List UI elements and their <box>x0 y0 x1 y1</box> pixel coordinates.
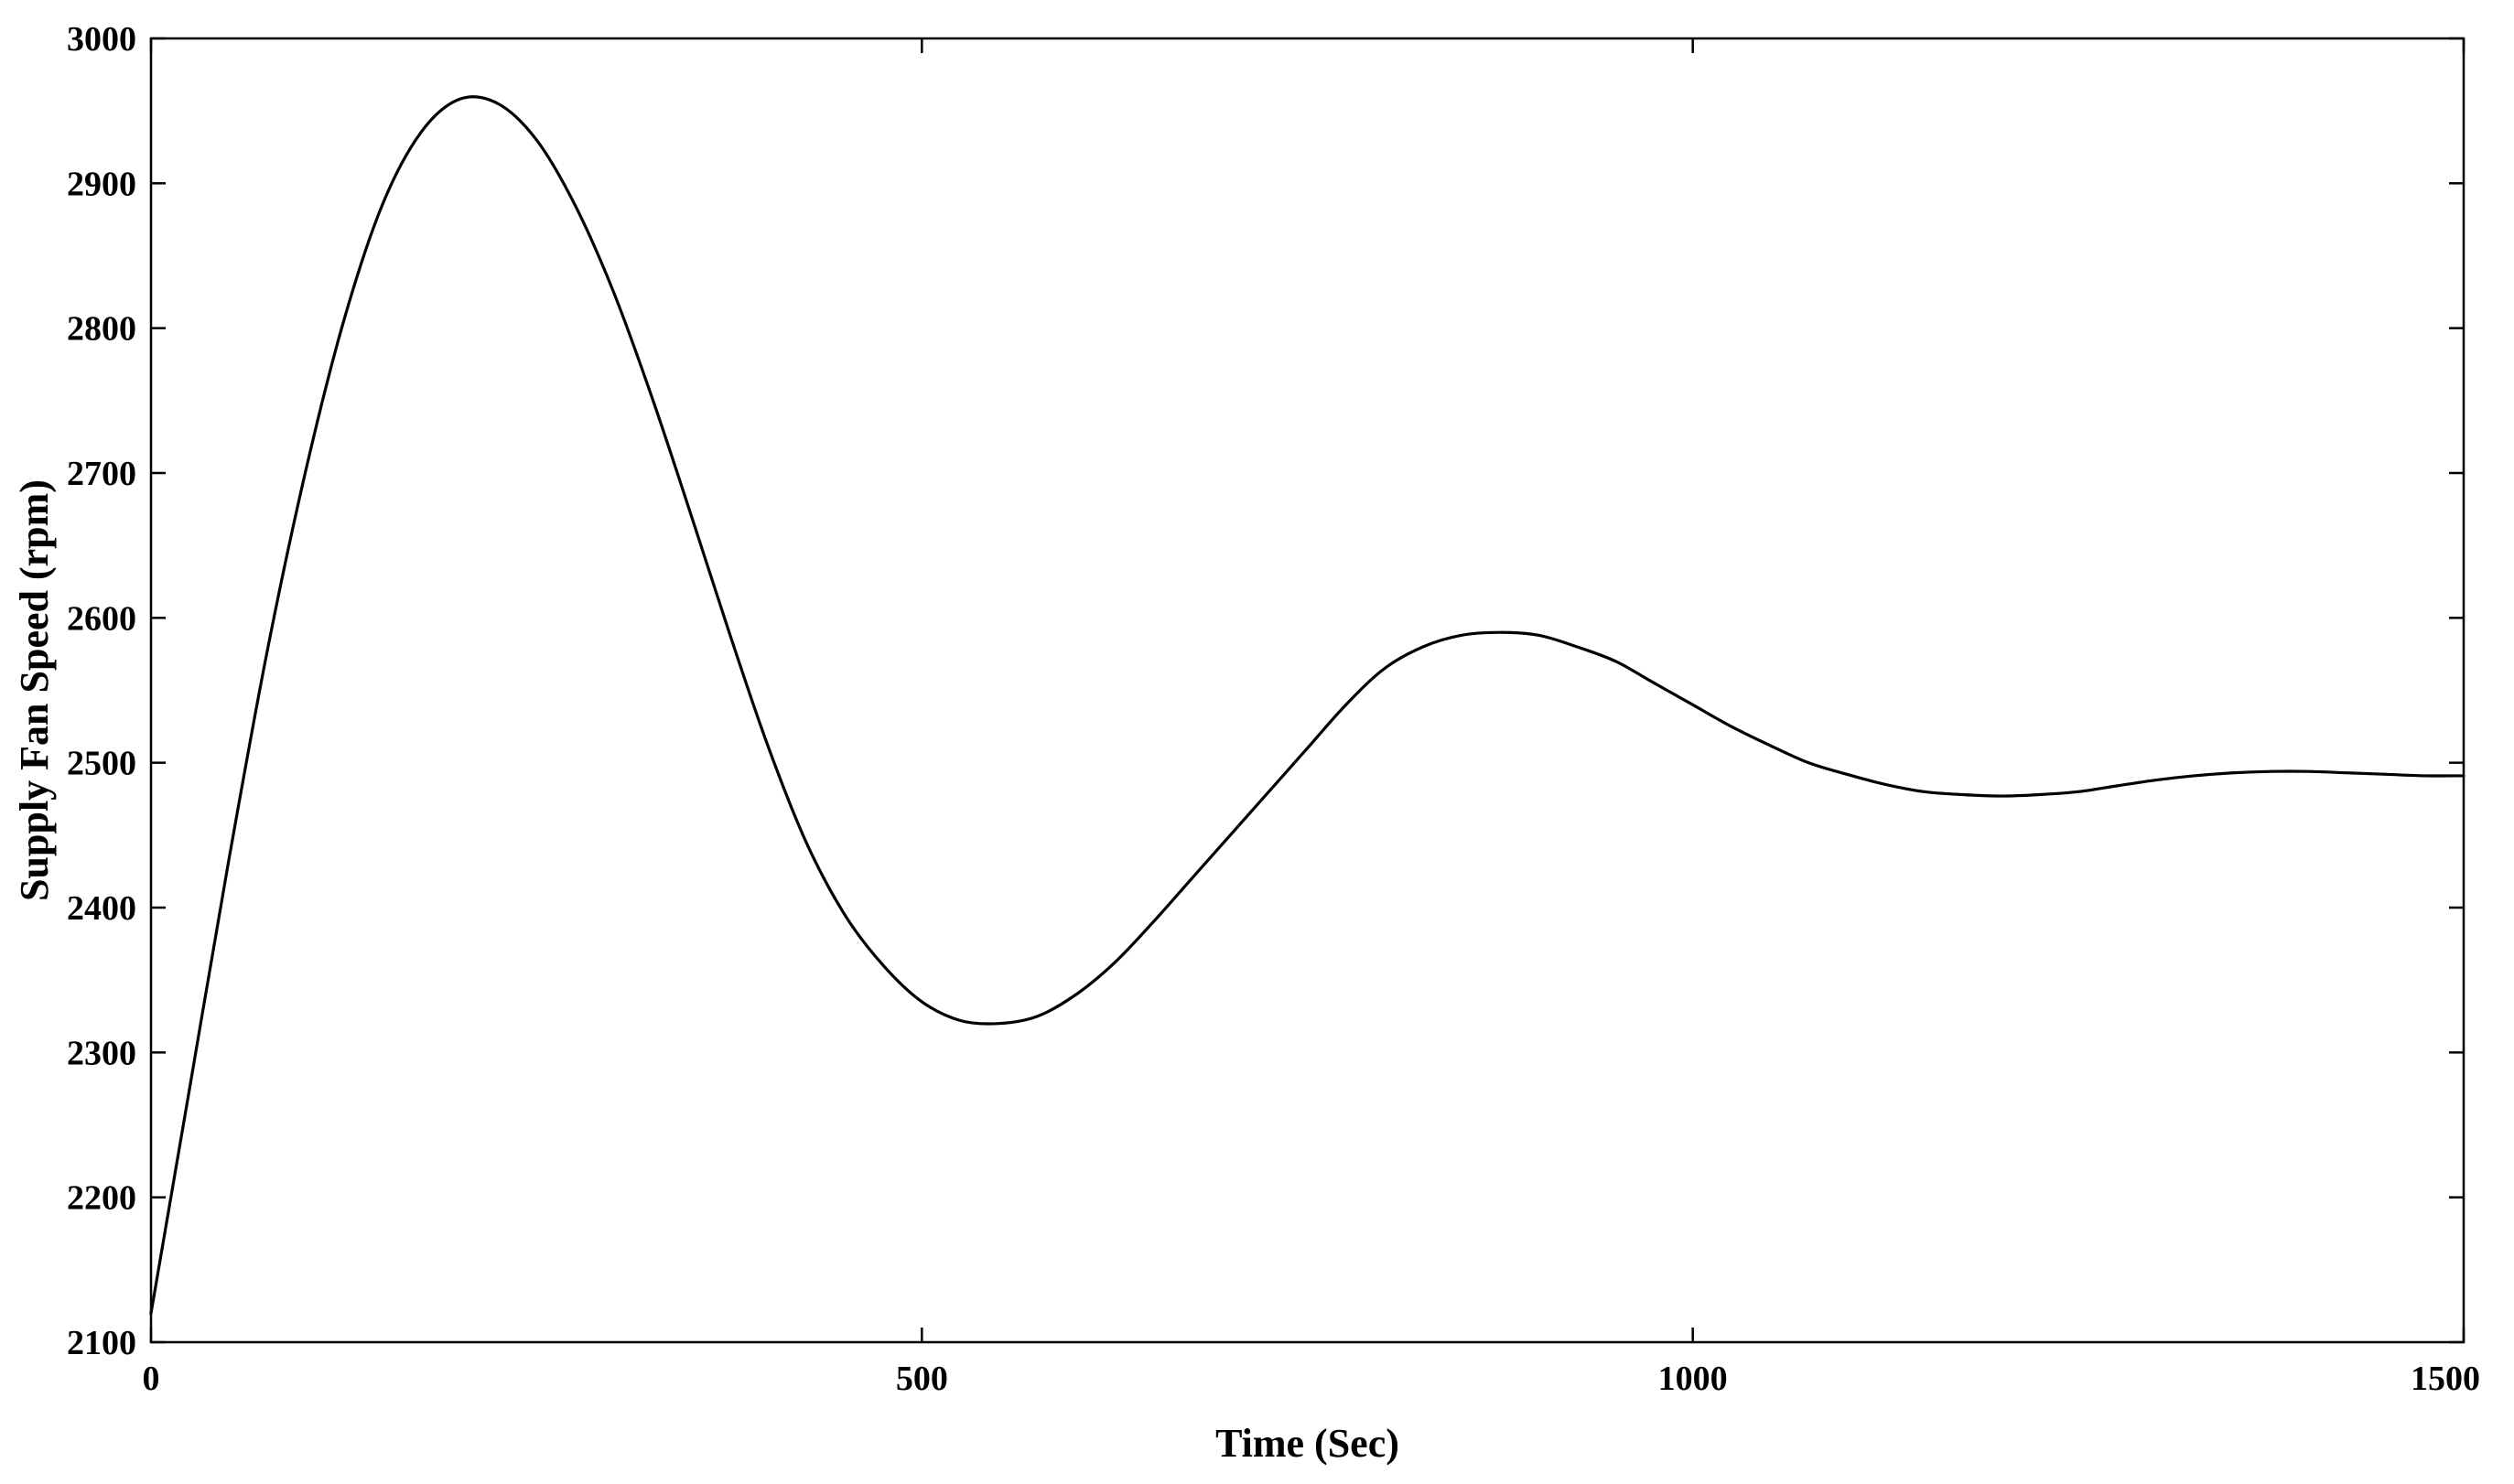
y-axis-label: Supply Fan Speed (rpm) <box>12 479 57 901</box>
x-tick-label: 500 <box>896 1360 948 1398</box>
y-tick-label: 2600 <box>67 599 136 638</box>
y-tick-label: 2400 <box>67 889 136 928</box>
x-axis-ticks <box>149 38 2465 1342</box>
x-axis-tick-labels: 0 500 1000 1500 <box>143 1360 2481 1398</box>
y-tick-label: 2200 <box>67 1179 136 1218</box>
y-axis-tick-labels: 2100 2200 2300 2400 2500 2600 2700 2800 2900 3000 <box>67 20 136 1362</box>
y-tick-label: 3000 <box>67 20 136 59</box>
x-tick-label: 1000 <box>1658 1360 1728 1398</box>
x-tick-label: 0 <box>143 1360 160 1398</box>
y-tick-label: 2800 <box>67 310 136 349</box>
x-axis-label: Time (Sec) <box>1215 1421 1399 1466</box>
y-tick-label: 2500 <box>67 745 136 783</box>
plot-frame <box>149 37 2465 1344</box>
y-tick-label: 2300 <box>67 1034 136 1072</box>
series-line <box>149 95 2465 1315</box>
y-tick-label: 2700 <box>67 455 136 493</box>
y-tick-label: 2900 <box>67 165 136 203</box>
y-tick-label: 2100 <box>67 1324 136 1362</box>
x-tick-label: 1500 <box>2411 1360 2480 1398</box>
y-axis-ticks <box>151 37 2464 1344</box>
